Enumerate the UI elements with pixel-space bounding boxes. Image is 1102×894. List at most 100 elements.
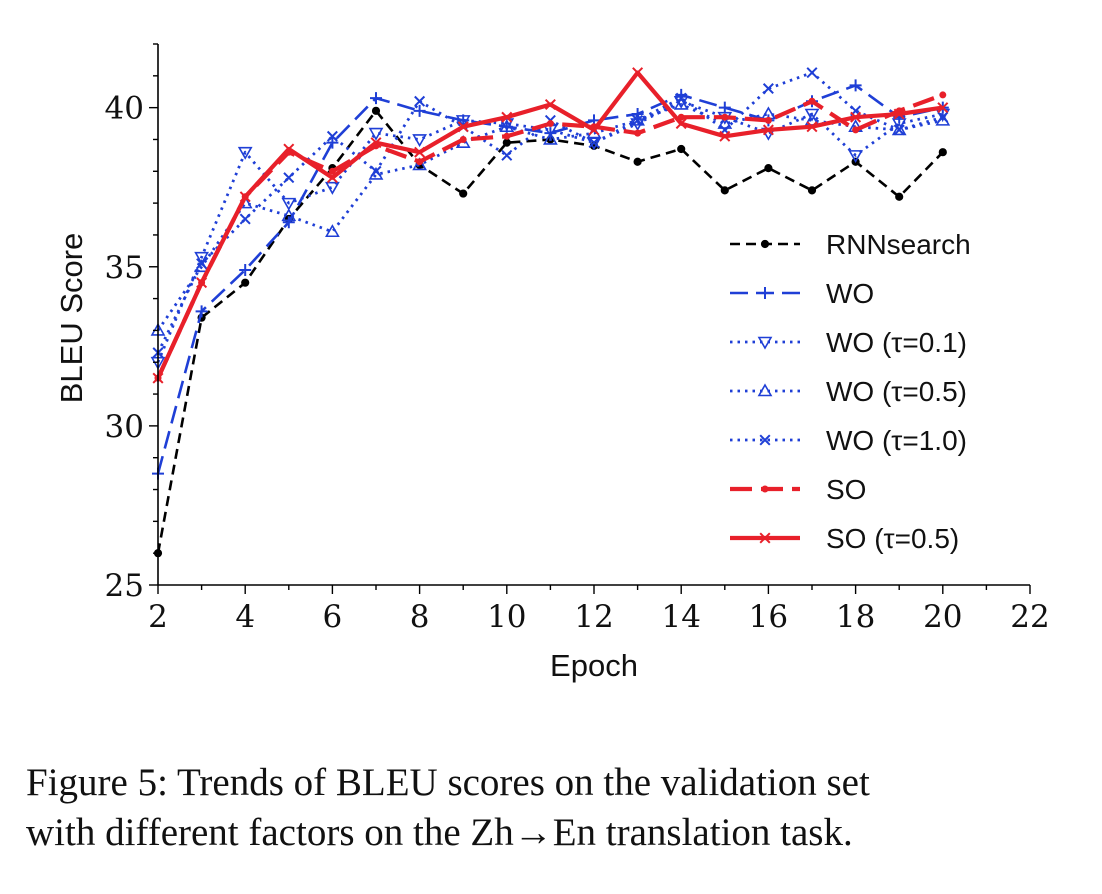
x-axis-title: Epoch bbox=[550, 648, 638, 683]
data-point bbox=[764, 164, 773, 173]
y-tick-label: 40 bbox=[105, 91, 144, 127]
caption-line-2: with different factors on the Zh→En tran… bbox=[26, 811, 853, 854]
legend-label: SO (τ=0.5) bbox=[826, 523, 959, 554]
x-tick-label: 4 bbox=[235, 599, 255, 635]
data-point bbox=[806, 67, 818, 79]
data-point bbox=[328, 167, 336, 175]
data-point bbox=[457, 121, 469, 133]
series-line bbox=[156, 71, 944, 354]
data-point bbox=[719, 130, 731, 142]
data-point bbox=[808, 97, 816, 105]
data-point bbox=[503, 132, 511, 140]
legend-entry: SO bbox=[730, 474, 866, 505]
data-point bbox=[370, 92, 382, 105]
data-point bbox=[849, 79, 862, 92]
data-point bbox=[762, 83, 774, 95]
data-point bbox=[588, 137, 600, 149]
data-point bbox=[891, 118, 907, 132]
data-point bbox=[195, 305, 208, 318]
data-point bbox=[673, 96, 689, 110]
data-point bbox=[807, 186, 817, 195]
legend-label: WO (τ=1.0) bbox=[826, 425, 967, 456]
data-point bbox=[806, 121, 818, 133]
data-point bbox=[501, 111, 513, 123]
data-point bbox=[325, 181, 340, 195]
data-point bbox=[414, 95, 426, 107]
data-point bbox=[718, 101, 731, 114]
data-point bbox=[325, 224, 340, 238]
legend-marker bbox=[757, 336, 773, 350]
data-point bbox=[543, 131, 558, 145]
data-point bbox=[239, 213, 251, 225]
series-4 bbox=[152, 67, 949, 359]
x-tick-label: 16 bbox=[749, 599, 788, 635]
legend-marker bbox=[759, 287, 771, 299]
data-point bbox=[939, 91, 947, 99]
figure-caption: Figure 5: Trends of BLEU scores on the v… bbox=[26, 758, 1086, 858]
y-tick-label: 25 bbox=[105, 568, 144, 604]
data-point bbox=[283, 143, 295, 155]
data-point bbox=[239, 191, 251, 203]
y-axis-title: BLEU Score bbox=[54, 233, 89, 404]
data-point bbox=[546, 120, 554, 128]
data-point bbox=[502, 138, 511, 147]
data-point bbox=[544, 98, 556, 110]
legend-marker bbox=[757, 383, 773, 397]
legend-marker bbox=[759, 434, 771, 446]
legend-entry: SO (τ=0.5) bbox=[730, 523, 959, 554]
data-point bbox=[414, 146, 426, 158]
data-point bbox=[893, 124, 905, 136]
data-point bbox=[370, 137, 382, 149]
legend-entry: WO (τ=0.1) bbox=[730, 327, 967, 358]
data-point bbox=[282, 216, 295, 229]
data-point bbox=[588, 124, 600, 136]
legend-label: WO (τ=0.5) bbox=[826, 376, 967, 407]
legend-label: SO bbox=[826, 474, 866, 505]
data-point bbox=[938, 148, 947, 157]
x-tick-label: 22 bbox=[1010, 599, 1049, 635]
data-point bbox=[416, 158, 424, 166]
x-tick-label: 8 bbox=[410, 599, 430, 635]
data-point bbox=[326, 172, 338, 184]
data-point bbox=[371, 106, 381, 115]
caption-line-1: Figure 5: Trends of BLEU scores on the v… bbox=[26, 761, 870, 804]
data-point bbox=[196, 277, 208, 289]
x-tick-label: 2 bbox=[148, 599, 168, 635]
data-point bbox=[281, 208, 297, 222]
data-point bbox=[370, 165, 382, 177]
legend-label: WO bbox=[826, 278, 874, 309]
data-point bbox=[196, 258, 208, 270]
data-point bbox=[937, 102, 949, 114]
data-point bbox=[632, 114, 644, 126]
data-point bbox=[677, 144, 686, 154]
axes-layer: 2 4 6 8 10 12 14 16 18 20 22 25 30 35 40 bbox=[105, 43, 1050, 635]
data-point bbox=[720, 186, 729, 195]
data-point bbox=[895, 192, 904, 201]
data-point bbox=[675, 118, 687, 130]
x-tick-label: 14 bbox=[661, 599, 700, 635]
legend-entry: WO (τ=1.0) bbox=[730, 425, 967, 456]
data-point bbox=[633, 157, 642, 166]
legend-label: RNNsearch bbox=[826, 229, 971, 260]
data-point bbox=[368, 127, 384, 141]
legend-entry: RNNsearch bbox=[730, 229, 971, 260]
x-tick-label: 18 bbox=[836, 599, 875, 635]
data-point bbox=[634, 129, 642, 137]
data-point bbox=[675, 92, 687, 104]
data-point bbox=[283, 172, 295, 184]
data-point bbox=[412, 134, 427, 148]
data-point bbox=[237, 146, 253, 160]
data-point bbox=[239, 263, 252, 276]
data-point bbox=[632, 67, 644, 79]
data-point bbox=[326, 130, 338, 142]
data-point bbox=[194, 251, 209, 265]
y-tick-label: 30 bbox=[105, 409, 144, 445]
data-point bbox=[412, 157, 427, 171]
legend-marker bbox=[761, 485, 769, 493]
data-point bbox=[850, 111, 862, 123]
legend: RNNsearch WO WO (τ=0.1) WO (τ=0.5) WO (τ=1.0… bbox=[730, 229, 971, 554]
data-point bbox=[630, 112, 645, 126]
series-6 bbox=[152, 67, 949, 384]
x-tick-label: 6 bbox=[323, 599, 343, 635]
data-point bbox=[721, 113, 729, 121]
